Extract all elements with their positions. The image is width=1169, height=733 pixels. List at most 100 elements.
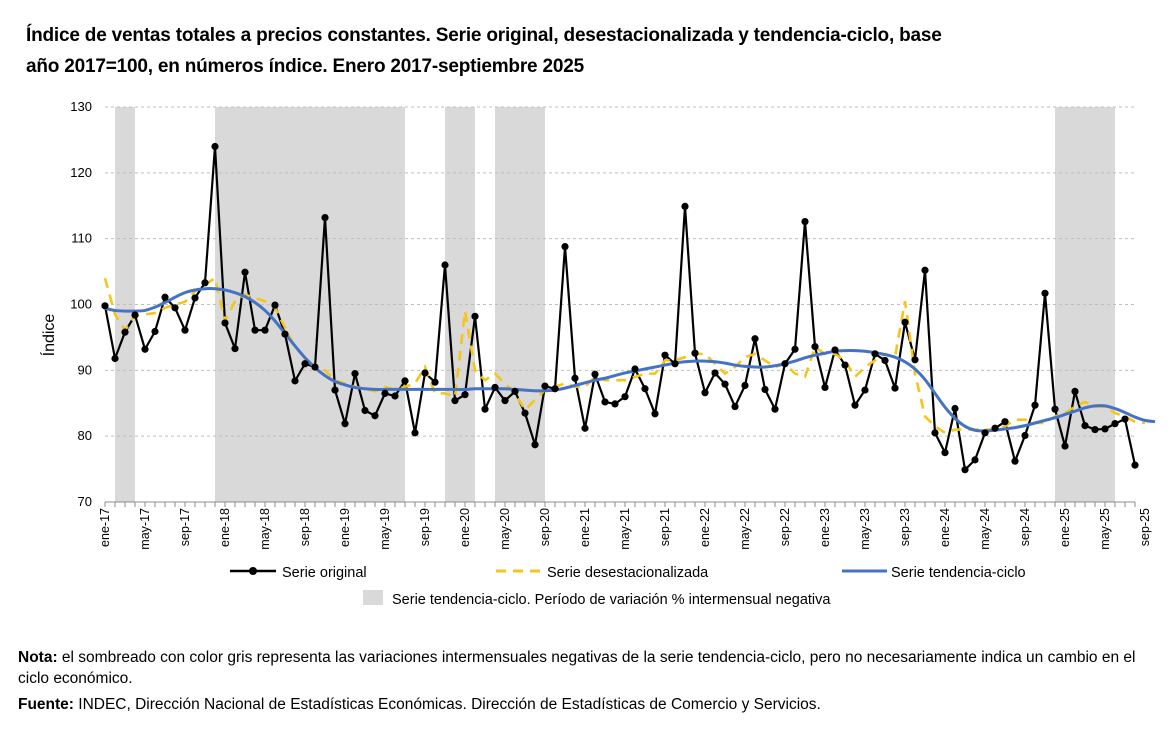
x-tick-label-may-25: may-25 bbox=[1098, 508, 1112, 550]
data-point-original bbox=[131, 311, 139, 319]
data-point-original bbox=[661, 351, 669, 359]
x-tick-label-may-23: may-23 bbox=[858, 508, 872, 550]
data-point-original bbox=[851, 401, 859, 409]
data-point-original bbox=[101, 302, 109, 310]
x-tick-label-sep-21: sep-21 bbox=[658, 508, 672, 546]
data-point-original bbox=[741, 381, 749, 390]
line-chart: 70 80 90 100 110 120 130 Índice ene-17 may-17 se… bbox=[39, 99, 1156, 608]
y-tick-label-110: 110 bbox=[71, 231, 92, 246]
data-point-original bbox=[341, 420, 349, 428]
data-point-original bbox=[671, 360, 679, 368]
note-label: Nota: bbox=[18, 649, 58, 666]
x-tick-label-may-18: may-18 bbox=[258, 508, 272, 550]
x-tick-label-ene-20: ene-20 bbox=[458, 508, 472, 547]
data-point-original bbox=[261, 326, 269, 334]
data-point-original bbox=[441, 261, 449, 269]
y-axis: 70 80 90 100 110 120 130 bbox=[70, 99, 92, 509]
data-point-original bbox=[871, 350, 879, 358]
data-point-original bbox=[781, 360, 789, 368]
data-point-original bbox=[151, 327, 159, 336]
data-point-original bbox=[721, 380, 729, 388]
data-point-original bbox=[141, 345, 149, 353]
data-point-original bbox=[1031, 401, 1039, 409]
data-point-original bbox=[881, 356, 889, 365]
data-point-original bbox=[771, 405, 779, 413]
data-point-original bbox=[991, 424, 999, 432]
x-tick-label-sep-25: sep-25 bbox=[1138, 508, 1152, 546]
data-point-original bbox=[801, 217, 809, 226]
legend-item-tendencia: Serie tendencia-ciclo bbox=[842, 565, 1026, 581]
source: Fuente: INDEC, Dirección Nacional de Est… bbox=[18, 694, 1158, 715]
source-label: Fuente: bbox=[18, 696, 74, 713]
data-point-original bbox=[431, 378, 439, 386]
data-point-original bbox=[701, 389, 709, 397]
y-tick-label-80: 80 bbox=[78, 428, 92, 443]
legend-swatch-shade bbox=[363, 590, 383, 605]
series-tendencia-ciclo-line bbox=[104, 287, 1156, 433]
data-point-original bbox=[581, 424, 589, 432]
legend-item-original: Serie original bbox=[230, 565, 367, 581]
data-point-original bbox=[921, 266, 929, 274]
data-point-original bbox=[1131, 461, 1139, 469]
x-tick-label-may-21: may-21 bbox=[618, 508, 632, 550]
y-tick-label-70: 70 bbox=[78, 494, 92, 509]
data-point-original bbox=[591, 370, 599, 378]
data-point-original bbox=[351, 370, 359, 378]
data-point-original bbox=[521, 409, 529, 417]
legend-item-desestacionalizada: Serie desestacionalizada bbox=[496, 565, 709, 581]
x-tick-label-ene-18: ene-18 bbox=[218, 508, 232, 547]
data-point-original bbox=[291, 377, 299, 385]
data-point-original bbox=[841, 361, 849, 369]
data-point-original bbox=[911, 356, 919, 364]
data-point-original bbox=[221, 319, 229, 327]
data-point-original bbox=[941, 449, 949, 457]
data-point-original bbox=[331, 386, 339, 394]
legend-marker-original bbox=[249, 567, 257, 575]
data-point-original bbox=[1121, 415, 1129, 423]
data-point-original bbox=[401, 377, 409, 385]
y-tick-label-90: 90 bbox=[78, 362, 92, 377]
data-point-original bbox=[451, 397, 459, 405]
data-point-original bbox=[1011, 457, 1019, 465]
data-point-original bbox=[511, 387, 519, 395]
legend-label-shade: Serie tendencia-ciclo. Período de variac… bbox=[392, 592, 831, 608]
x-tick-label-sep-17: sep-17 bbox=[178, 508, 192, 546]
x-tick-label-ene-22: ene-22 bbox=[698, 508, 712, 547]
data-point-original bbox=[901, 318, 909, 326]
data-point-original bbox=[231, 345, 239, 353]
x-tick-label-sep-23: sep-23 bbox=[898, 508, 912, 546]
x-tick-label-may-20: may-20 bbox=[498, 508, 512, 550]
x-tick-label-ene-24: ene-24 bbox=[938, 508, 952, 547]
data-point-original bbox=[1091, 425, 1099, 434]
x-tick-label-ene-17: ene-17 bbox=[98, 508, 112, 547]
data-point-original bbox=[731, 402, 739, 411]
data-point-original bbox=[831, 346, 839, 354]
data-point-original bbox=[1111, 420, 1119, 428]
series-tendencia-ciclo bbox=[104, 287, 1156, 433]
data-point-original bbox=[201, 279, 209, 287]
data-point-original bbox=[461, 391, 469, 399]
data-point-original bbox=[121, 328, 129, 336]
legend-label-original: Serie original bbox=[282, 565, 367, 581]
data-point-original bbox=[191, 294, 199, 302]
data-point-original bbox=[171, 304, 179, 312]
data-point-original bbox=[1021, 431, 1029, 440]
x-tick-label-ene-19: ene-19 bbox=[338, 508, 352, 547]
data-point-original bbox=[271, 301, 279, 309]
data-point-original bbox=[681, 202, 689, 211]
legend: Serie original Serie desestacionalizada … bbox=[230, 565, 1026, 608]
data-point-original bbox=[301, 360, 309, 368]
data-point-original bbox=[621, 393, 629, 401]
data-point-original bbox=[531, 441, 539, 449]
legend-label-desestacionalizada: Serie desestacionalizada bbox=[547, 565, 709, 581]
chart-title: Índice de ventas totales a precios const… bbox=[26, 20, 1026, 82]
data-point-original bbox=[391, 392, 399, 400]
data-point-original bbox=[631, 365, 639, 373]
series-original-points bbox=[101, 142, 1139, 474]
x-tick-label-may-19: may-19 bbox=[378, 508, 392, 550]
note: Nota: el sombreado con color gris repres… bbox=[18, 647, 1158, 689]
data-point-original bbox=[251, 326, 259, 334]
legend-label-tendencia: Serie tendencia-ciclo bbox=[891, 565, 1026, 581]
y-tick-label-100: 100 bbox=[70, 297, 92, 312]
data-point-original bbox=[981, 429, 989, 437]
